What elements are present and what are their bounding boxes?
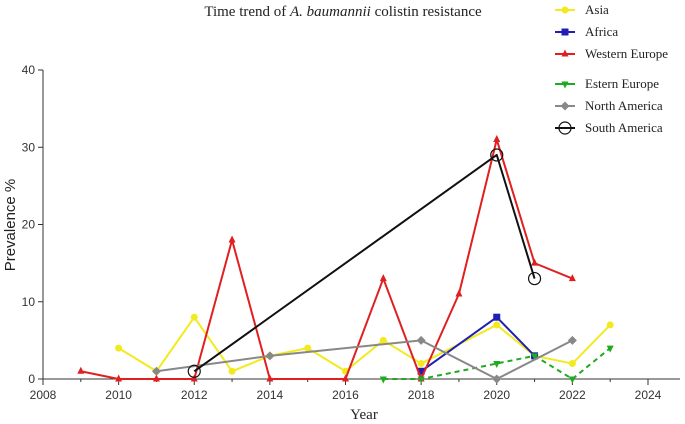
legend-label: Western Europe	[585, 46, 668, 61]
data-point-south-america	[490, 148, 504, 162]
legend-marker	[561, 28, 569, 36]
data-point-asia	[190, 313, 198, 321]
x-tick-label: 2016	[332, 388, 359, 402]
x-tick-label: 2022	[559, 388, 586, 402]
data-point-north-america	[416, 335, 426, 345]
data-point-south-america	[527, 271, 542, 286]
x-tick-label: 2012	[181, 388, 208, 402]
data-point-estern-europe	[379, 376, 387, 384]
data-point-western-europe	[493, 135, 501, 143]
legend-item-north-america: North America	[555, 98, 663, 113]
x-tick-label: 2008	[30, 388, 57, 402]
data-point-western-europe	[379, 274, 387, 282]
data-point-asia	[493, 321, 501, 329]
data-point-asia	[606, 321, 614, 329]
series-line-estern-europe	[383, 347, 611, 380]
chart-title-italic: A. baumannii	[289, 4, 371, 20]
series-western-europe	[77, 135, 576, 382]
y-axis-label: Prevalence %	[2, 179, 19, 272]
series-line-north-america	[156, 339, 573, 380]
legend-item-western-europe: Western Europe	[555, 46, 668, 61]
series-line-africa	[420, 316, 536, 373]
legend-marker	[561, 6, 569, 14]
data-point-africa	[417, 367, 425, 375]
series-line-south-america	[193, 153, 536, 373]
legend-label: South America	[585, 120, 663, 135]
legend: Asia Africa Western Europe Estern Europe Nor…	[555, 2, 668, 135]
data-point-north-america	[151, 366, 161, 376]
chart-title-prefix: Time trend of	[204, 4, 290, 20]
data-point-estern-europe	[568, 376, 576, 384]
y-tick-label: 20	[22, 218, 36, 232]
series-asia	[115, 313, 614, 375]
data-point-western-europe	[228, 235, 236, 243]
data-point-africa	[493, 313, 501, 321]
y-tick-label: 30	[22, 140, 36, 154]
data-point-north-america	[265, 351, 275, 361]
legend-marker	[560, 101, 570, 111]
data-point-western-europe	[115, 374, 123, 382]
data-point-western-europe	[455, 289, 463, 297]
data-point-estern-europe	[606, 345, 614, 353]
x-axis-label: Year	[350, 407, 378, 423]
y-tick-label: 40	[22, 63, 36, 77]
series-line-asia	[118, 316, 611, 373]
legend-label: Estern Europe	[585, 76, 659, 91]
legend-marker	[561, 49, 569, 57]
x-tick-label: 2010	[105, 388, 132, 402]
x-tick-label: 2024	[635, 388, 662, 402]
data-point-western-europe	[531, 258, 539, 266]
x-tick-label: 2018	[408, 388, 435, 402]
series-estern-europe	[379, 345, 614, 384]
series-line-western-europe	[80, 138, 573, 380]
legend-item-africa: Africa	[555, 24, 618, 39]
y-tick-label: 10	[22, 295, 36, 309]
data-point-asia	[417, 360, 425, 368]
data-point-western-europe	[190, 374, 198, 382]
data-point-north-america	[567, 335, 577, 345]
legend-item-estern-europe: Estern Europe	[555, 76, 659, 91]
data-point-western-europe	[342, 374, 349, 382]
series-north-america	[151, 335, 577, 384]
chart-title: Time trend of A. baumannii colistin resi…	[204, 4, 482, 20]
legend-marker	[561, 81, 569, 89]
data-point-asia	[228, 367, 236, 375]
data-point-estern-europe	[417, 376, 425, 384]
data-point-asia	[379, 336, 387, 344]
x-tick-label: 2020	[483, 388, 510, 402]
series-south-america	[187, 148, 542, 378]
data-point-south-america	[187, 364, 201, 378]
series-group	[77, 135, 614, 384]
y-tick-label: 0	[28, 372, 35, 386]
data-point-western-europe	[266, 374, 274, 382]
legend-marker	[558, 121, 572, 135]
data-point-estern-europe	[493, 361, 501, 369]
data-point-western-europe	[568, 274, 576, 282]
axes: 0 10 20 30 40 2008 2010 2012 2014 2016 2018 2020 202…	[22, 63, 680, 402]
data-point-asia	[304, 344, 312, 352]
legend-item-asia: Asia	[555, 2, 609, 17]
data-point-western-europe	[152, 374, 160, 382]
legend-label: Africa	[585, 24, 618, 39]
legend-label: North America	[585, 98, 663, 113]
data-point-north-america	[492, 374, 502, 384]
data-point-estern-europe	[531, 353, 539, 361]
legend-label: Asia	[585, 2, 609, 17]
data-point-asia	[568, 360, 576, 368]
legend-item-south-america: South America	[555, 120, 663, 135]
data-point-western-europe	[77, 366, 85, 374]
x-tick-label: 2014	[257, 388, 284, 402]
chart-title-suffix: colistin resistance	[371, 4, 482, 20]
data-point-asia	[115, 344, 123, 352]
